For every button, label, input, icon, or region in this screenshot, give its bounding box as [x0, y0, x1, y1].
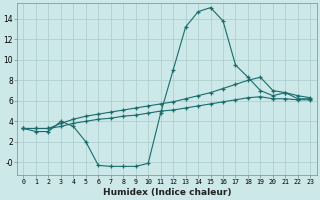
X-axis label: Humidex (Indice chaleur): Humidex (Indice chaleur) — [103, 188, 231, 197]
